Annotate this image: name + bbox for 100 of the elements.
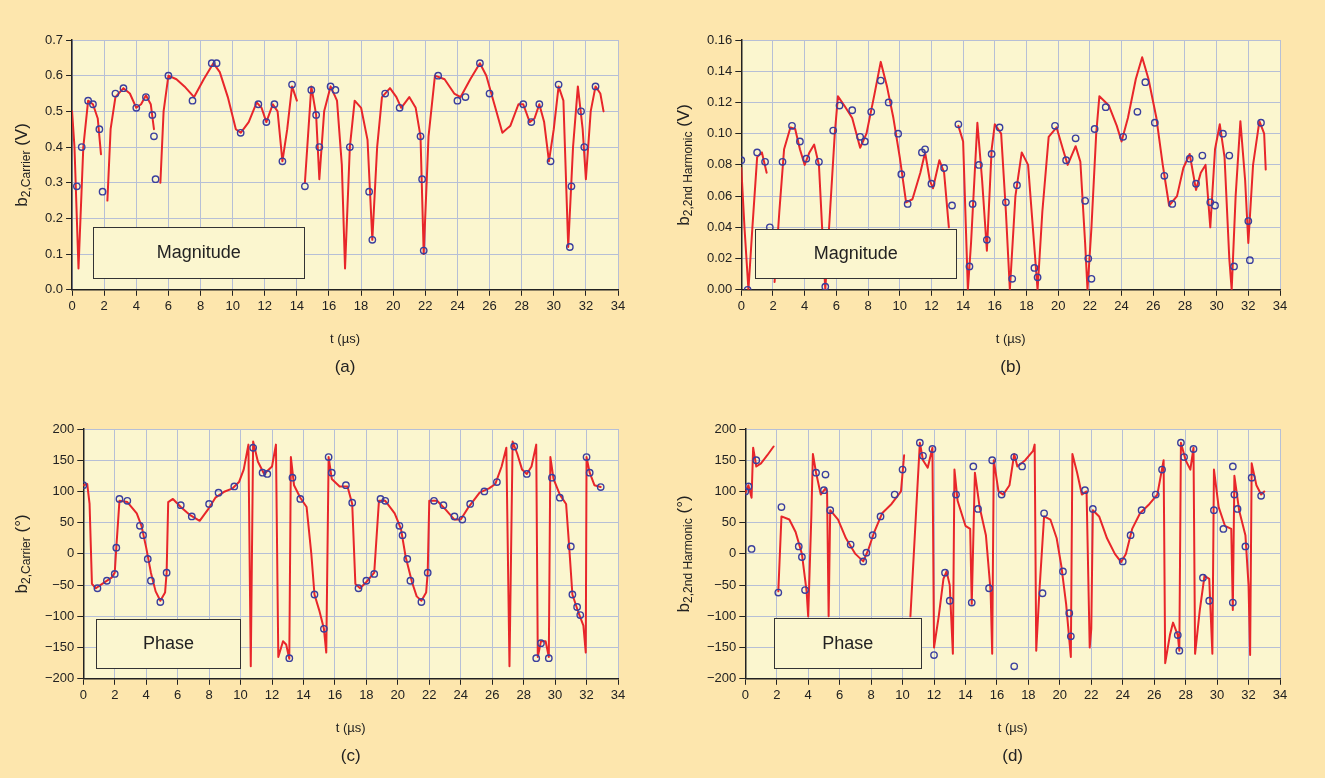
x-tick-label: 6 [836, 687, 844, 703]
point [188, 96, 197, 105]
x-tick-label: 26 [484, 687, 500, 703]
y-tick-label: −100 [706, 607, 737, 623]
point [461, 93, 470, 101]
y-tick-label: 50 [721, 514, 737, 530]
point [434, 71, 443, 80]
point [326, 82, 335, 91]
x-tick-label: 18 [1019, 298, 1034, 314]
x-tick-label: 22 [1084, 687, 1099, 703]
y-tick-label: 0 [67, 545, 75, 561]
x-tick-label: 34 [1272, 298, 1288, 314]
y-tick-label: 0.2 [44, 210, 64, 226]
point [254, 100, 263, 109]
y-tick-label: 150 [714, 451, 737, 467]
text-box: Phase [773, 617, 922, 669]
y-tick-label: −100 [44, 607, 75, 623]
point [95, 125, 104, 134]
x-axis-title: t (µs) [330, 330, 360, 346]
x-tick-label: 28 [514, 298, 529, 314]
point [111, 89, 120, 98]
annotation: Phase [822, 632, 874, 654]
x-tick-label: 0 [79, 687, 87, 703]
text-box: Magnitude [92, 227, 305, 279]
y-tick-label: 0.7 [44, 31, 64, 47]
x-tick-label: 16 [987, 298, 1003, 314]
x-axis-title: t (µs) [995, 330, 1026, 346]
point [98, 187, 107, 196]
x-tick-label: 8 [205, 687, 213, 703]
y-tick-label: 0.08 [706, 156, 733, 172]
point [419, 246, 428, 255]
point [453, 96, 462, 105]
x-tick-label: 26 [482, 298, 497, 314]
x-tick-label: 22 [1082, 298, 1098, 314]
point [577, 107, 585, 116]
x-tick-label: 30 [546, 298, 562, 314]
text: (a) [334, 356, 356, 376]
x-tick-label: 20 [1052, 687, 1068, 703]
x-tick-label: 24 [1115, 687, 1130, 703]
y-tick-label: −50 [52, 576, 75, 592]
x-tick-label: 14 [955, 298, 971, 314]
y-tick-label: 0.02 [706, 250, 733, 266]
point [416, 132, 425, 141]
y-tick-label: 0.6 [44, 67, 64, 83]
x-tick-label: 20 [390, 687, 406, 703]
x-tick-label: 6 [832, 298, 840, 314]
x-tick-label: 16 [321, 298, 337, 314]
x-tick-label: 34 [1272, 687, 1288, 703]
x-axis-title: t (µs) [997, 719, 1028, 735]
x-tick-label: 2 [111, 687, 119, 703]
y-tick-label: 0.0 [44, 281, 64, 297]
x-tick-label: 18 [1021, 687, 1036, 703]
x-tick-label: 10 [225, 298, 240, 314]
y-tick-label: 0.3 [44, 174, 64, 190]
y-axis-title: b2,Carrier (V) [11, 123, 34, 207]
x-tick-label: 10 [895, 687, 910, 703]
y-tick-label: 50 [59, 514, 75, 530]
y-tick-label: −200 [44, 670, 75, 686]
text: (d) [1002, 745, 1024, 765]
y-tick-label: −150 [706, 639, 737, 655]
x-tick-label: 28 [1178, 687, 1193, 703]
x-tick-label: 26 [1146, 298, 1161, 314]
x-tick-label: 30 [1209, 687, 1225, 703]
point [278, 157, 287, 166]
y-tick-label: 0.10 [706, 125, 733, 141]
point [150, 132, 158, 141]
y-tick-label: 0.16 [706, 31, 733, 47]
point [72, 182, 81, 191]
x-tick-label: 24 [453, 687, 468, 703]
y-axis-title: b2,Carrier (°) [11, 514, 34, 594]
text-box: Magnitude [754, 228, 957, 279]
x-tick-label: 16 [989, 687, 1005, 703]
x-tick-label: 16 [327, 687, 343, 703]
x-tick-label: 10 [892, 298, 907, 314]
x-tick-label: 10 [233, 687, 248, 703]
y-axis-title: b2,2nd Harmonic (V) [673, 104, 696, 226]
point [148, 111, 157, 119]
point [262, 118, 271, 126]
x-tick-label: 30 [1209, 298, 1224, 314]
x-tick-label: 22 [418, 298, 433, 314]
y-tick-label: −200 [706, 670, 737, 686]
point [84, 96, 93, 105]
point [546, 157, 555, 166]
y-tick-label: 0.04 [706, 218, 733, 234]
point [288, 80, 296, 89]
x-tick-label: 20 [1050, 298, 1066, 314]
annotation: Magnitude [156, 242, 241, 264]
x-tick-label: 8 [867, 687, 875, 703]
text-box: Phase [96, 618, 241, 669]
point [381, 89, 390, 98]
point [151, 175, 160, 184]
point [565, 243, 574, 251]
point [315, 143, 324, 151]
point [164, 71, 173, 80]
point [591, 82, 600, 91]
y-tick-label: 0.4 [44, 138, 64, 154]
y-tick-label: −50 [714, 576, 737, 592]
x-tick-label: 14 [958, 687, 973, 703]
text: (c) [340, 745, 361, 765]
x-tick-label: 28 [1177, 298, 1193, 314]
